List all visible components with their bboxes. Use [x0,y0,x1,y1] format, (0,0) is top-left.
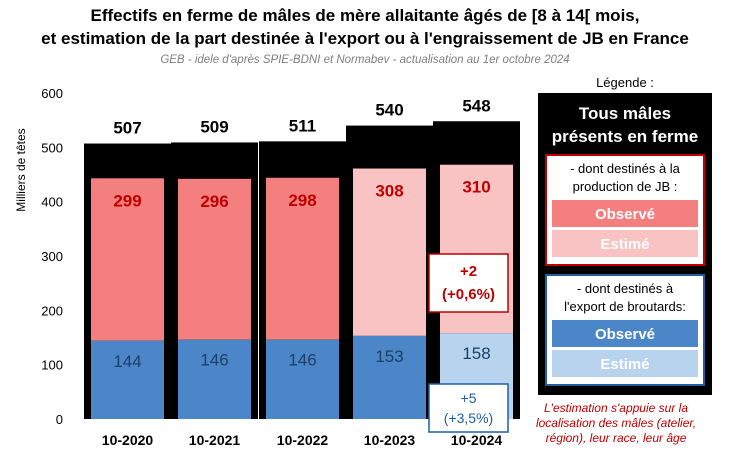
chart-subtitle: GEB - idele d'après SPIE-BDNI et Normabe… [160,54,569,66]
legend-jb-observed-swatch [552,200,698,227]
annotation-jb: +2 (+0,6%) [428,253,509,313]
bar-jb [266,177,339,340]
label-export: 146 [200,351,228,370]
bar-export [266,339,339,419]
bar-jb [178,178,251,340]
x-tick-label: 10-2024 [451,432,503,448]
legend-jb-line1: - dont destinés à la [570,161,681,176]
bar-export [178,339,251,419]
legend-all-line1: Tous mâles [579,104,671,123]
y-tick-label: 300 [41,249,63,264]
note-line2: localisation des mâles (atelier, [536,416,696,430]
label-export: 153 [375,347,403,366]
y-tick-label: 200 [41,303,63,318]
annotation-export-line2: (+3,5%) [444,410,493,426]
legend-jb-estimated-label: Estimé [600,236,649,253]
legend-export-estimated-swatch [552,350,698,377]
bars [84,121,520,420]
bar-jb [353,168,426,336]
y-axis-label: Milliers de têtes [14,128,28,211]
x-tick-label: 10-2022 [277,432,329,448]
bar-export [353,335,426,419]
bar-export [91,340,164,419]
y-tick-label: 400 [41,195,63,210]
annotation-export-box [428,383,509,433]
legend-export-line1: - dont destinés à [577,281,674,296]
x-tick-label: 10-2021 [189,432,241,448]
annotation-jb-box [428,253,509,313]
annotation-jb-line1: +2 [460,263,477,280]
label-total: 507 [113,119,141,138]
bar-jb [91,178,164,341]
legend-export-observed-swatch [552,320,698,347]
chart-title-line1: Effectifs en ferme de mâles de mère alla… [91,6,640,25]
y-tick-label: 600 [41,86,63,101]
legend: Légende : Tous mâles présents en ferme -… [538,75,712,395]
x-tick-label: 10-2020 [102,432,154,448]
label-jb: 310 [462,178,490,197]
y-tick-label: 500 [41,140,63,155]
label-jb: 308 [375,182,403,201]
data-labels: 507 299 144 10-2020 509 296 146 10-2021 511 298 14… [102,96,503,448]
label-export: 146 [288,351,316,370]
label-jb: 299 [113,191,141,210]
legend-all-line2: présents en ferme [552,127,698,146]
legend-export-line2: l'export de broutards: [564,299,686,314]
legend-jb-observed-label: Observé [595,206,655,223]
legend-export-observed-label: Observé [595,326,655,343]
label-total: 540 [375,101,403,120]
y-tick-label: 0 [56,412,63,427]
note-line3: région), leur race, leur âge [546,431,687,445]
y-axis: 0 100 200 300 400 500 600 [41,86,63,427]
annotation-export: +5 (+3,5%) [428,383,509,433]
label-total: 548 [462,96,490,115]
note-line1: L'estimation s'appuie sur la [544,401,688,415]
chart-title-line2: et estimation de la part destinée à l'ex… [41,29,689,48]
label-export: 144 [113,352,141,371]
legend-jb-line2: production de JB : [573,179,678,194]
legend-jb-estimated-swatch [552,230,698,257]
label-export: 158 [462,344,490,363]
y-tick-label: 100 [41,358,63,373]
label-total: 509 [200,117,228,136]
annotation-export-line1: +5 [461,390,477,406]
x-tick-label: 10-2023 [364,432,416,448]
annotation-jb-line2: (+0,6%) [442,286,495,303]
legend-export-estimated-label: Estimé [600,356,649,373]
legend-title: Légende : [596,75,654,90]
label-total: 511 [289,116,316,135]
label-jb: 296 [200,192,228,211]
label-jb: 298 [288,191,316,210]
estimation-note: L'estimation s'appuie sur la localisatio… [536,401,696,445]
